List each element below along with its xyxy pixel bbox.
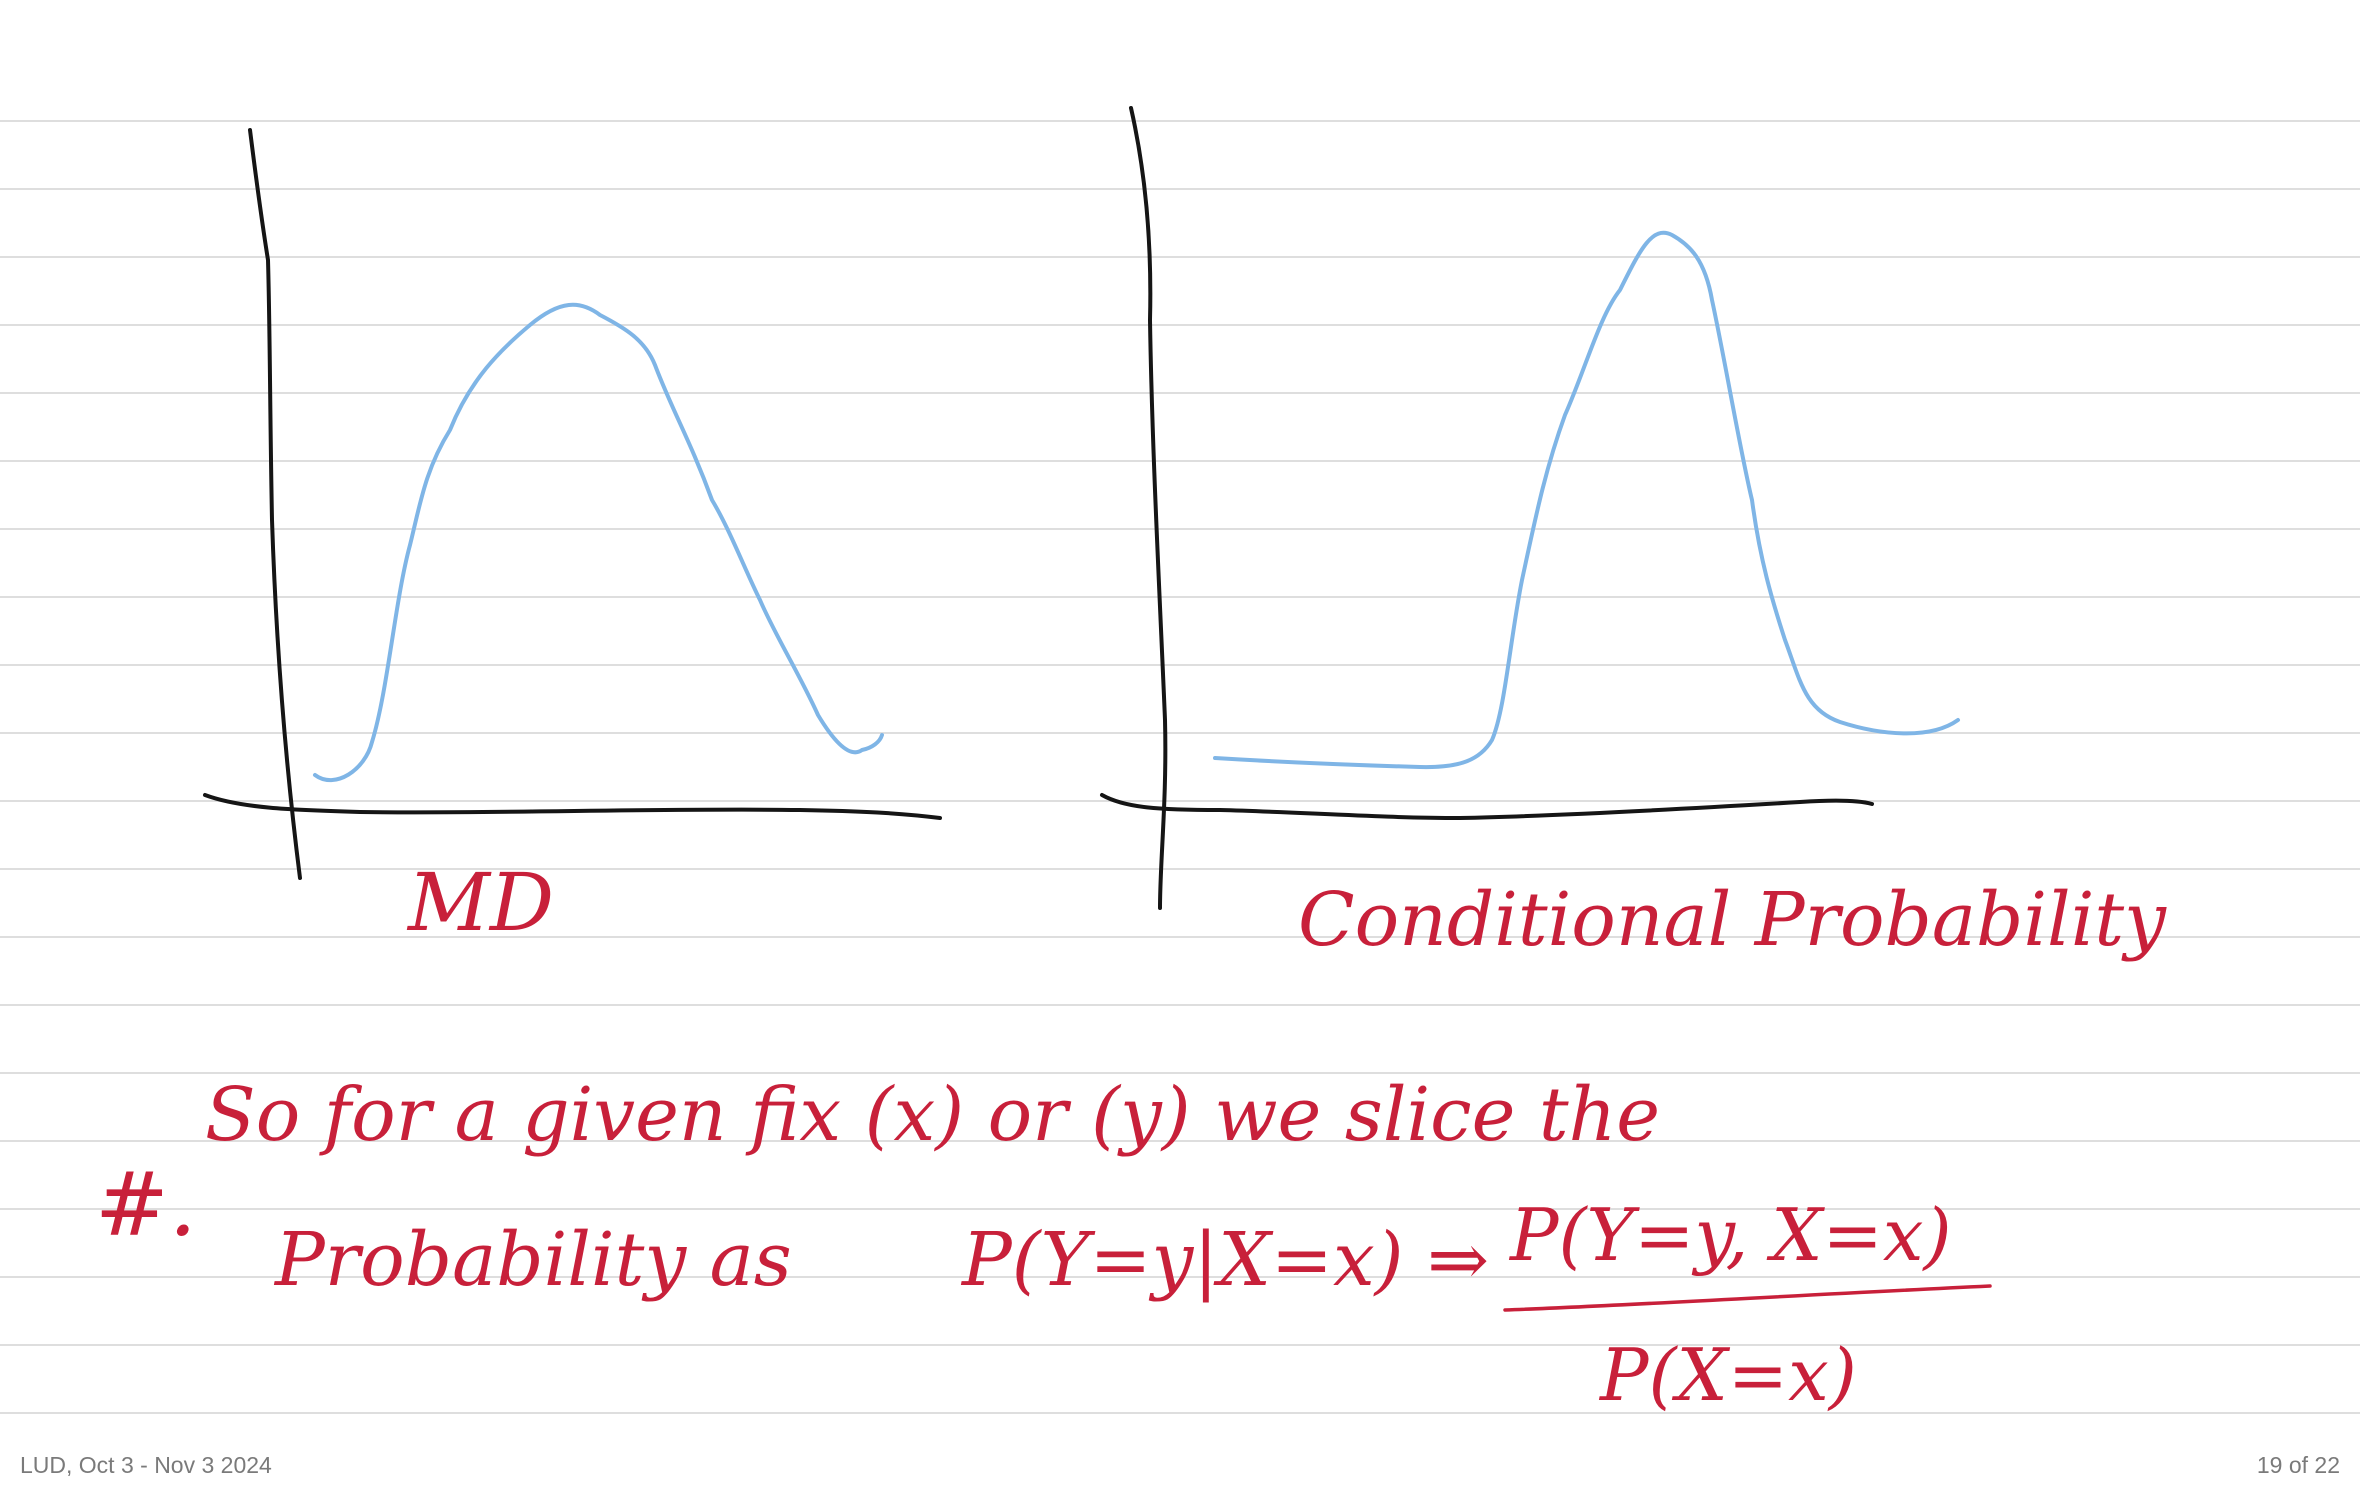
left-x-axis	[203, 793, 942, 820]
right-y-axis	[1129, 106, 1168, 910]
right-sketch	[1100, 106, 1960, 910]
note-line-2-formula: P(Y=y|X=x) ⇒	[960, 1217, 1489, 1303]
page-indicator: 19 of 22	[2256, 1452, 2340, 1478]
fraction-bar	[1503, 1284, 1992, 1312]
right-x-axis	[1100, 793, 1874, 820]
fraction-denominator: P(X=x)	[1598, 1333, 1857, 1417]
right-curve	[1213, 231, 1960, 770]
label-conditional-probability: Conditional Probability	[1298, 877, 2167, 963]
left-sketch	[203, 128, 942, 880]
note-line-2-start: Probability as	[273, 1217, 792, 1303]
note-line-1: So for a given fix (x) or (y) we slice t…	[205, 1072, 1660, 1158]
handwritten-notes: MD Conditional Probability #. So for a g…	[95, 856, 2167, 1417]
notebook-title: LUD, Oct 3 - Nov 3 2024	[20, 1452, 272, 1478]
label-md: MD	[406, 856, 554, 949]
fraction-numerator: P(Y=y, X=x)	[1508, 1193, 1952, 1277]
left-y-axis	[248, 128, 302, 880]
note-marker: #.	[95, 1153, 197, 1256]
left-curve	[313, 302, 884, 783]
